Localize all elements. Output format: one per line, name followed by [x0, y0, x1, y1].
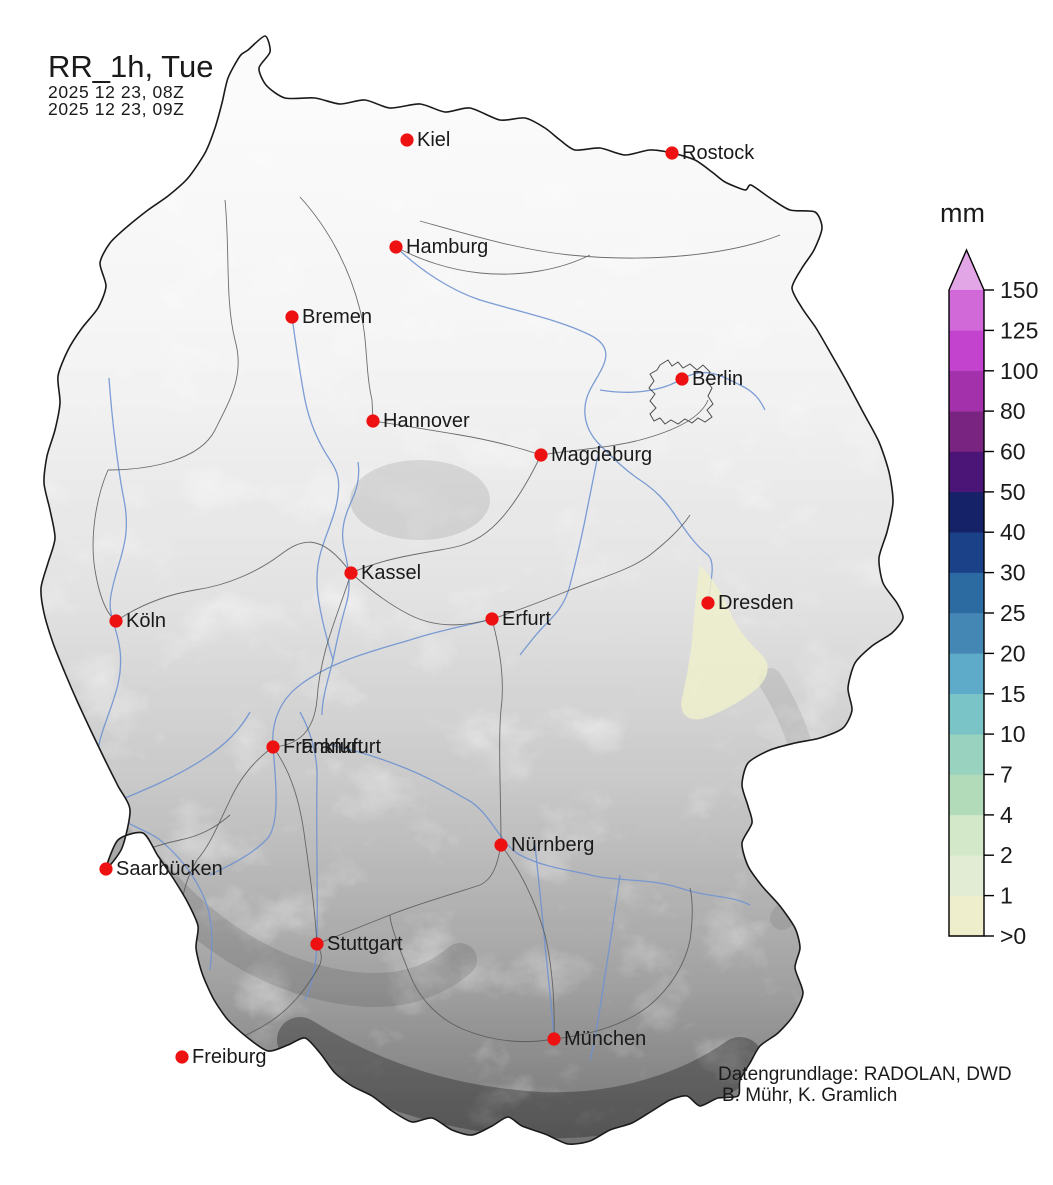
svg-text:Datengrundlage: RADOLAN, DWD: Datengrundlage: RADOLAN, DWD	[718, 1064, 1012, 1085]
svg-text:Kiel: Kiel	[417, 129, 450, 151]
svg-text:Hamburg: Hamburg	[406, 236, 488, 258]
svg-text:60: 60	[1000, 439, 1026, 465]
svg-text:80: 80	[1000, 398, 1026, 424]
svg-text:15: 15	[1000, 681, 1026, 707]
svg-text:Hannover: Hannover	[383, 410, 470, 432]
svg-text:7: 7	[1000, 762, 1013, 788]
svg-text:4: 4	[1000, 802, 1013, 828]
svg-text:Frankfurt: Frankfurt	[301, 736, 381, 758]
svg-text:Berlin: Berlin	[692, 368, 743, 390]
svg-text:100: 100	[1000, 358, 1038, 384]
svg-text:2: 2	[1000, 842, 1013, 868]
svg-text:30: 30	[1000, 560, 1026, 586]
svg-text:20: 20	[1000, 640, 1026, 666]
svg-text:Stuttgart: Stuttgart	[327, 933, 403, 955]
svg-text:Saarbücken: Saarbücken	[116, 858, 223, 880]
svg-text:Freiburg: Freiburg	[192, 1046, 266, 1068]
svg-text:>0: >0	[1000, 923, 1026, 949]
svg-text:B. Mühr, K. Gramlich: B. Mühr, K. Gramlich	[722, 1085, 897, 1106]
svg-text:25: 25	[1000, 600, 1026, 626]
svg-text:RR_1h, Tue: RR_1h, Tue	[48, 49, 213, 84]
svg-text:Rostock: Rostock	[682, 142, 755, 164]
svg-text:125: 125	[1000, 317, 1038, 343]
svg-text:1: 1	[1000, 883, 1013, 909]
svg-text:Nürnberg: Nürnberg	[511, 834, 594, 856]
svg-text:150: 150	[1000, 277, 1038, 303]
svg-text:mm: mm	[940, 198, 985, 228]
svg-text:Magdeburg: Magdeburg	[551, 444, 652, 466]
svg-text:Köln: Köln	[126, 610, 166, 632]
svg-text:50: 50	[1000, 479, 1026, 505]
svg-text:Bremen: Bremen	[302, 306, 372, 328]
svg-text:Kassel: Kassel	[361, 562, 421, 584]
svg-text:10: 10	[1000, 721, 1026, 747]
svg-text:Dresden: Dresden	[718, 592, 794, 614]
svg-text:40: 40	[1000, 519, 1026, 545]
svg-text:2025 12 23, 09Z: 2025 12 23, 09Z	[48, 99, 184, 119]
svg-text:München: München	[564, 1028, 646, 1050]
svg-text:Erfurt: Erfurt	[502, 608, 551, 630]
